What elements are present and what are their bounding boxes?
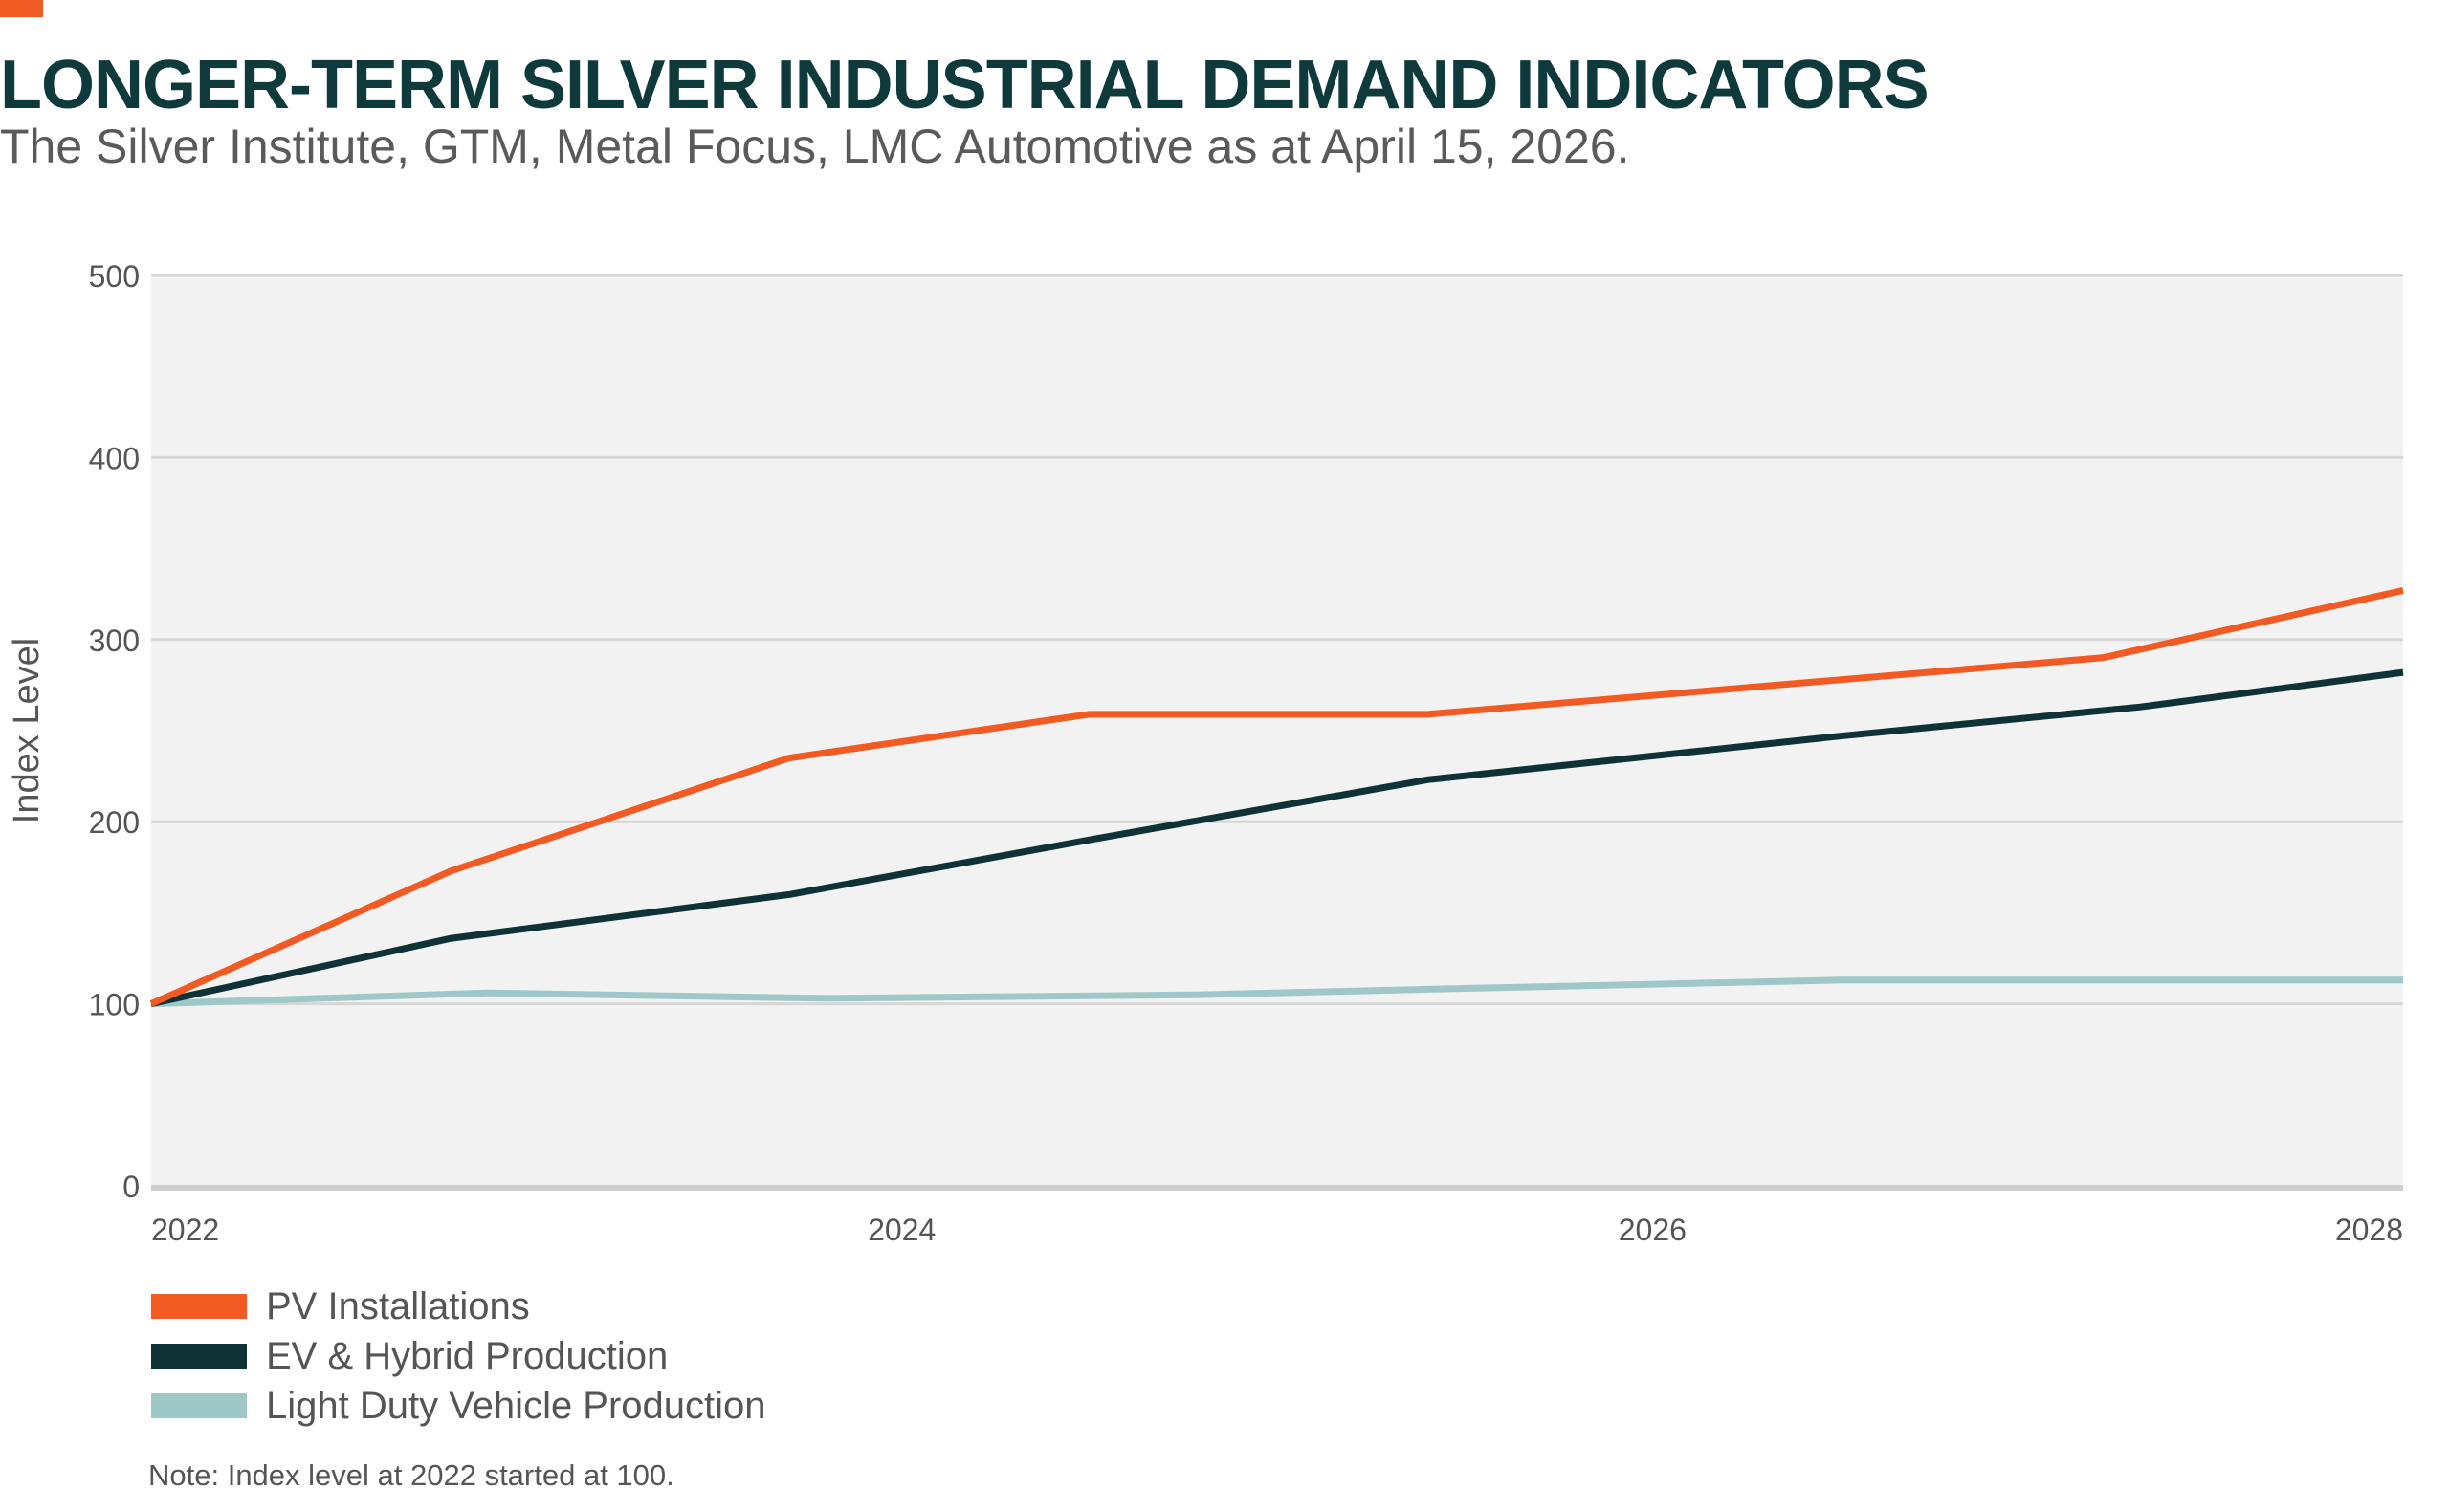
legend: PV Installations EV & Hybrid Production … [151, 1282, 766, 1431]
series-lines [149, 586, 2404, 1008]
legend-item-ev-hybrid-production: EV & Hybrid Production [151, 1331, 766, 1381]
legend-item-pv-installations: PV Installations [151, 1282, 766, 1331]
series-line-ev-hybrid-production [150, 668, 2404, 1008]
x-tick-label: 2022 [151, 1213, 219, 1247]
line-chart: 0 100 200 300 400 500 2022 2024 2026 2028 Index L… [7, 259, 2404, 1247]
chart-title: LONGER-TERM SILVER INDUSTRIAL DEMAND IND… [0, 47, 1930, 123]
legend-swatch-pv-installations [151, 1294, 247, 1319]
axes: 0 100 200 300 400 500 2022 2024 2026 2028 [89, 259, 2403, 1247]
x-tick-label: 2024 [868, 1213, 936, 1247]
legend-label-ev-hybrid-production: EV & Hybrid Production [266, 1334, 669, 1377]
y-tick-label: 0 [122, 1170, 140, 1204]
y-axis-label: Index Level [7, 638, 47, 823]
legend-swatch-ev-hybrid-production [151, 1344, 247, 1369]
chart-subtitle: The Silver Institute, GTM, Metal Focus, … [0, 120, 1630, 173]
plot-area [151, 275, 2403, 1186]
y-tick-label: 200 [89, 805, 140, 840]
legend-item-light-duty-vehicle-production: Light Duty Vehicle Production [151, 1381, 766, 1431]
y-tick-label: 500 [89, 259, 140, 294]
chart-note: Note: Index level at 2022 started at 100… [148, 1458, 674, 1492]
series-line-pv-installations [149, 586, 2404, 1007]
x-tick-label: 2026 [1619, 1213, 1687, 1247]
x-tick-label: 2028 [2335, 1213, 2403, 1247]
y-tick-label: 300 [89, 624, 140, 658]
series-line-light-duty-vehicle-production [150, 976, 2403, 1008]
y-tick-label: 100 [89, 988, 140, 1022]
accent-bar [0, 0, 43, 17]
legend-label-light-duty-vehicle-production: Light Duty Vehicle Production [266, 1384, 766, 1427]
gridlines [151, 274, 2403, 1006]
legend-label-pv-installations: PV Installations [266, 1284, 530, 1327]
y-tick-label: 400 [89, 441, 140, 475]
legend-swatch-light-duty-vehicle-production [151, 1393, 247, 1418]
